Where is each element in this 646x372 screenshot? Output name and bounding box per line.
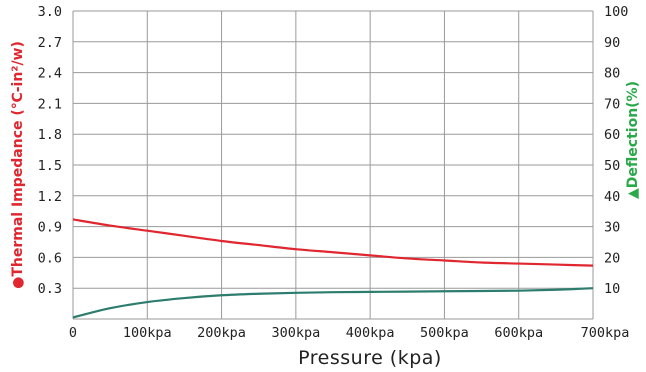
x-tick-label: 200kpa: [197, 325, 246, 341]
left-tick-label: 1.5: [38, 158, 62, 174]
right-tick-label: 80: [604, 66, 620, 82]
left-axis-label: ●Thermal Impedance (℃-in²/w): [10, 41, 26, 289]
grid: [72, 10, 594, 320]
left-tick-label: 1.2: [38, 189, 62, 205]
right-tick-label: 20: [604, 250, 620, 266]
x-tick-label: 700kpa: [581, 325, 630, 341]
left-tick-label: 0.6: [38, 250, 62, 266]
left-tick-label: 2.7: [38, 35, 62, 51]
right-axis-marker: ▲: [625, 188, 641, 199]
x-axis-ticks: 0 100kpa 200kpa 300kpa 400kpa 500kpa 600kpa 700…: [69, 325, 629, 341]
x-axis-label: Pressure (kpa): [298, 347, 442, 369]
right-axis-label-text: Deflection(%): [625, 81, 641, 188]
right-tick-label: 30: [604, 220, 620, 236]
x-tick-label: 500kpa: [420, 325, 469, 341]
left-tick-label: 0.9: [38, 220, 62, 236]
right-tick-label: 70: [604, 96, 620, 112]
x-tick-label: 100kpa: [123, 325, 172, 341]
left-axis-label-text: Thermal Impedance (℃-in²/w): [10, 41, 26, 277]
x-tick-label: 600kpa: [494, 325, 543, 341]
left-tick-label: 2.4: [38, 66, 62, 82]
right-tick-label: 50: [604, 158, 620, 174]
x-tick-label: 300kpa: [271, 325, 320, 341]
right-tick-label: 60: [604, 127, 620, 143]
right-tick-label: 100: [604, 4, 628, 20]
right-axis-ticks: 100 90 80 70 60 50 40 30 20 10: [604, 4, 628, 297]
right-axis-label: ▲Deflection(%): [625, 81, 641, 199]
right-tick-label: 90: [604, 35, 620, 51]
left-tick-label: 1.8: [38, 127, 62, 143]
series-lines: [72, 218, 594, 319]
left-axis-ticks: 3.0 2.7 2.4 2.1 1.8 1.5 1.2 0.9 0.6 0.3: [38, 4, 62, 297]
deflection-line: [72, 287, 594, 319]
thermal-impedance-line: [72, 218, 594, 267]
left-tick-label: 3.0: [38, 4, 62, 20]
x-tick-label: 0: [69, 325, 77, 341]
x-tick-label: 400kpa: [346, 325, 395, 341]
left-tick-label: 0.3: [38, 281, 62, 297]
right-tick-label: 10: [604, 281, 620, 297]
left-axis-marker: ●: [10, 277, 26, 289]
left-tick-label: 2.1: [38, 96, 62, 112]
right-tick-label: 40: [604, 189, 620, 205]
